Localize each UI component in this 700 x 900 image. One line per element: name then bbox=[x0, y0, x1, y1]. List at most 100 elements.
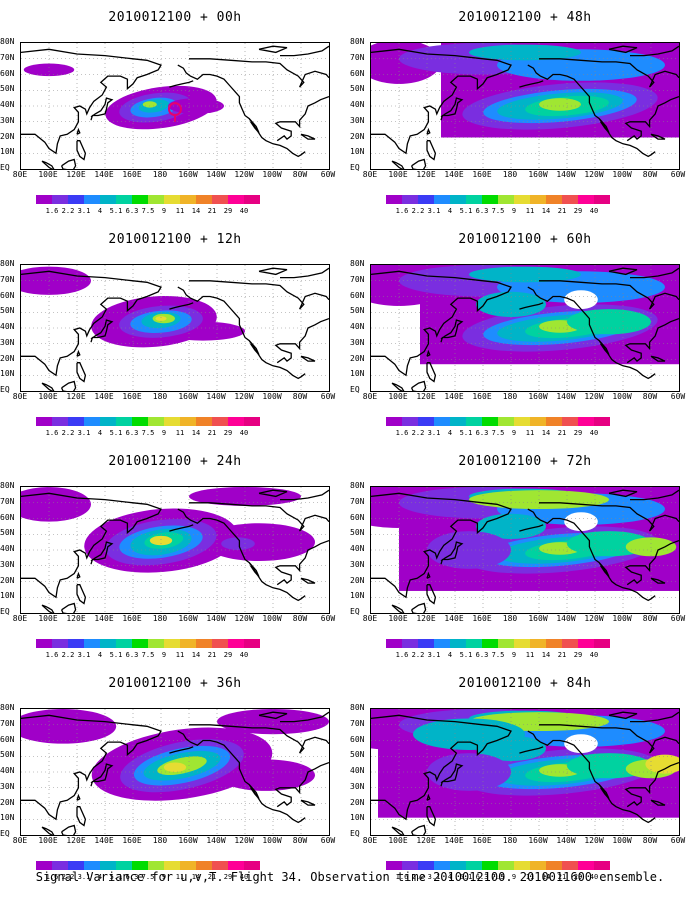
colorbar-swatch bbox=[514, 861, 530, 870]
colorbar-swatch bbox=[196, 417, 212, 426]
lon-label: 80W bbox=[292, 836, 308, 845]
lat-label: 40N bbox=[350, 101, 365, 109]
lon-label: 120W bbox=[234, 170, 254, 179]
map-svg bbox=[371, 265, 679, 391]
colorbar-label: 40 bbox=[589, 651, 599, 659]
lon-label: 120W bbox=[234, 614, 254, 623]
colorbar-swatch bbox=[132, 195, 148, 204]
colorbar-swatch bbox=[530, 639, 546, 648]
colorbar-label: 29 bbox=[573, 651, 583, 659]
lon-label: 120W bbox=[234, 392, 254, 401]
lat-label: 30N bbox=[350, 338, 365, 347]
colorbar-label: 21 bbox=[557, 651, 567, 659]
lon-label: 60W bbox=[320, 170, 336, 179]
colorbar-swatch bbox=[196, 195, 212, 204]
colorbar-label: 1.6 bbox=[45, 873, 59, 881]
colorbar-swatch bbox=[68, 639, 84, 648]
map-panel: 2010012100 + 48h 80N 70N 60N 50N 40N 30N 20N 10N… bbox=[350, 0, 700, 222]
colorbar-swatch bbox=[530, 195, 546, 204]
colorbar-label: 29 bbox=[573, 873, 583, 881]
map-svg bbox=[21, 265, 329, 391]
colorbar-label: 14 bbox=[541, 873, 551, 881]
colorbar-swatch bbox=[546, 417, 562, 426]
colorbar-label: 7.5 bbox=[141, 873, 155, 881]
panel-title: 2010012100 + 48h bbox=[458, 10, 592, 25]
lat-label: 70N bbox=[350, 497, 365, 506]
lat-label: 10N bbox=[350, 370, 365, 379]
colorbar-label: 9 bbox=[511, 873, 517, 881]
lat-label: 20N bbox=[0, 798, 15, 807]
colorbar-swatch bbox=[148, 417, 164, 426]
colorbar-swatch bbox=[434, 861, 450, 870]
colorbar-swatch bbox=[164, 639, 180, 648]
colorbar-label: 14 bbox=[541, 429, 551, 437]
colorbar-swatch bbox=[84, 861, 100, 870]
colorbar-label: 3.1 bbox=[427, 429, 441, 437]
colorbar-label: 11 bbox=[175, 651, 185, 659]
colorbar-label: 3.1 bbox=[77, 873, 91, 881]
colorbar-label: 4 bbox=[97, 873, 103, 881]
colorbar-label: 4 bbox=[97, 207, 103, 215]
lon-label: 180 bbox=[502, 170, 518, 179]
colorbar-swatch bbox=[386, 639, 402, 648]
coastline bbox=[21, 711, 329, 835]
colorbar-label: 3.1 bbox=[77, 207, 91, 215]
colorbar-label: 40 bbox=[589, 429, 599, 437]
colorbar-label: 21 bbox=[207, 207, 217, 215]
colorbar-label: 2.2 bbox=[411, 207, 425, 215]
colorbar-swatch bbox=[132, 861, 148, 870]
lon-label: 160W bbox=[528, 170, 548, 179]
colorbar-label: 14 bbox=[541, 651, 551, 659]
colorbar-swatch bbox=[84, 639, 100, 648]
colorbar-swatch bbox=[418, 417, 434, 426]
colorbar-label: 5.1 bbox=[109, 207, 123, 215]
colorbar-label: 11 bbox=[175, 873, 185, 881]
colorbar-swatch bbox=[244, 639, 260, 648]
map-area bbox=[20, 42, 330, 170]
lon-label: 120W bbox=[584, 170, 604, 179]
lon-label: 80W bbox=[642, 614, 658, 623]
lon-label: 160E bbox=[122, 836, 142, 845]
colorbar-label: 5.1 bbox=[459, 429, 473, 437]
lon-label: 160E bbox=[472, 836, 492, 845]
lat-label: EQ bbox=[0, 386, 10, 394]
colorbar-label: 2.2 bbox=[61, 429, 75, 437]
colorbar-swatch bbox=[148, 861, 164, 870]
lon-label: 160W bbox=[178, 392, 198, 401]
lat-label: 80N bbox=[350, 704, 365, 712]
lat-label: 10N bbox=[0, 592, 15, 601]
colorbar-swatch bbox=[228, 861, 244, 870]
lon-label: 160W bbox=[528, 392, 548, 401]
panel-title: 2010012100 + 72h bbox=[458, 454, 592, 469]
lon-label: 140E bbox=[94, 392, 114, 401]
map-panel: 2010012100 + 84h 80N 70N 60N 50N 40N 30N 20N 10N… bbox=[350, 666, 700, 888]
colorbar-swatch bbox=[228, 195, 244, 204]
colorbar-swatch bbox=[196, 639, 212, 648]
lat-label: 50N bbox=[0, 529, 15, 538]
lon-label: 140E bbox=[94, 170, 114, 179]
map-area bbox=[370, 264, 680, 392]
lat-label: 80N bbox=[350, 482, 365, 490]
colorbar-label: 6.3 bbox=[125, 429, 139, 437]
colorbar-label: 7.5 bbox=[491, 429, 505, 437]
lon-label: 100W bbox=[262, 614, 282, 623]
lat-label: 70N bbox=[350, 275, 365, 284]
lon-label: 60W bbox=[320, 614, 336, 623]
colorbar-swatch bbox=[514, 417, 530, 426]
lon-label: 160W bbox=[528, 836, 548, 845]
colorbar-label: 2.2 bbox=[411, 429, 425, 437]
lat-label: EQ bbox=[350, 164, 360, 172]
colorbar-label: 5.1 bbox=[109, 651, 123, 659]
lat-label: 40N bbox=[350, 323, 365, 331]
colorbar-label: 7.5 bbox=[491, 651, 505, 659]
map-panel: 2010012100 + 72h 80N 70N 60N 50N 40N 30N 20N 10N… bbox=[350, 444, 700, 666]
colorbar-swatch bbox=[212, 417, 228, 426]
colorbar-label: 5.1 bbox=[109, 873, 123, 881]
colorbar-swatch bbox=[132, 639, 148, 648]
colorbar-swatch bbox=[386, 861, 402, 870]
lon-label: 100W bbox=[612, 392, 632, 401]
colorbar-swatch bbox=[212, 639, 228, 648]
colorbar-swatch bbox=[180, 195, 196, 204]
colorbar-label: 7.5 bbox=[141, 651, 155, 659]
colorbar-swatch bbox=[228, 417, 244, 426]
